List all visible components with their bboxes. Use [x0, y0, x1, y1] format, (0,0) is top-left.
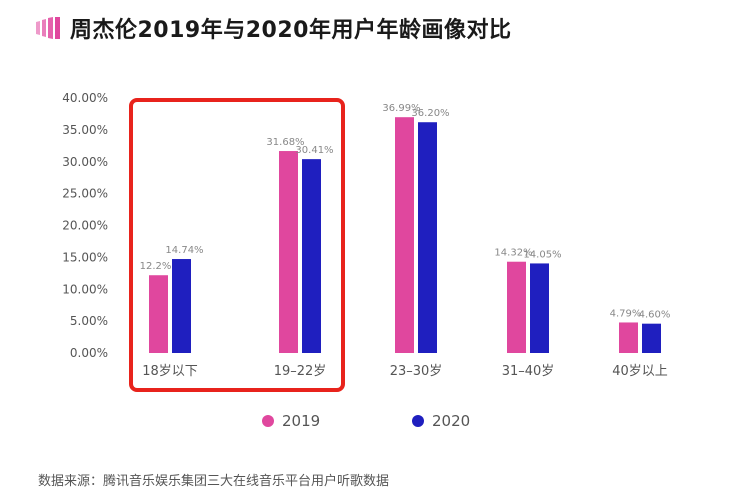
y-tick-label: 25.00%: [62, 187, 108, 201]
chart-title: 周杰伦2019年与2020年用户年龄画像对比: [70, 18, 512, 43]
value-label: 31.68%: [266, 137, 304, 148]
legend-marker-2020: [412, 415, 424, 427]
x-tick-label: 19–22岁: [274, 364, 327, 379]
bar-2020: [302, 159, 321, 353]
legend-marker-2019: [262, 415, 274, 427]
value-label: 14.74%: [165, 245, 203, 256]
bar-2019: [279, 151, 298, 353]
y-tick-label: 35.00%: [62, 123, 108, 137]
value-label: 14.32%: [494, 248, 532, 259]
value-label: 36.99%: [382, 103, 420, 114]
y-tick-label: 10.00%: [62, 282, 108, 296]
y-tick-label: 5.00%: [70, 314, 108, 328]
bar-2020: [642, 323, 661, 353]
legend-label: 2020: [432, 412, 470, 430]
value-label: 30.41%: [295, 145, 333, 156]
x-tick-label: 31–40岁: [502, 364, 555, 379]
bars: [149, 117, 661, 353]
y-tick-label: 15.00%: [62, 250, 108, 264]
x-tick-label: 40岁以上: [612, 364, 668, 379]
x-axis: 18岁以下 19–22岁 23–30岁 31–40岁 40岁以上: [142, 364, 668, 379]
y-tick-label: 0.00%: [70, 346, 108, 360]
legend-label: 2019: [282, 412, 320, 430]
y-tick-label: 20.00%: [62, 219, 108, 233]
bar-2020: [172, 259, 191, 353]
value-label: 4.79%: [610, 308, 642, 319]
bars-logo-icon: [36, 17, 60, 39]
value-labels: 12.2% 14.74% 31.68%30.41% 36.99%36.20% 14.32…: [140, 103, 671, 320]
bar-2019: [619, 322, 638, 353]
y-axis: 0.00% 5.00% 10.00% 15.00% 20.00% 25.00% 30.00%…: [62, 91, 108, 360]
x-tick-label: 23–30岁: [390, 364, 443, 379]
value-label: 4.60%: [639, 310, 671, 321]
y-tick-label: 30.00%: [62, 155, 108, 169]
legend: 2019 2020: [262, 412, 470, 430]
bar-2019: [507, 261, 526, 353]
bar-2020: [530, 263, 549, 353]
highlight-box: [129, 98, 345, 392]
value-label: 14.05%: [523, 249, 561, 260]
bar-2020: [418, 122, 437, 353]
data-source-note: 数据来源：腾讯音乐娱乐集团三大在线音乐平台用户听歌数据: [38, 474, 390, 489]
title-row: 周杰伦2019年与2020年用户年龄画像对比: [36, 12, 511, 44]
value-label: 36.20%: [411, 108, 449, 119]
x-tick-label: 18岁以下: [142, 364, 198, 379]
bar-2019: [149, 275, 168, 353]
bar-2019: [395, 117, 414, 353]
y-tick-label: 40.00%: [62, 91, 108, 105]
value-label: 12.2%: [140, 261, 172, 272]
